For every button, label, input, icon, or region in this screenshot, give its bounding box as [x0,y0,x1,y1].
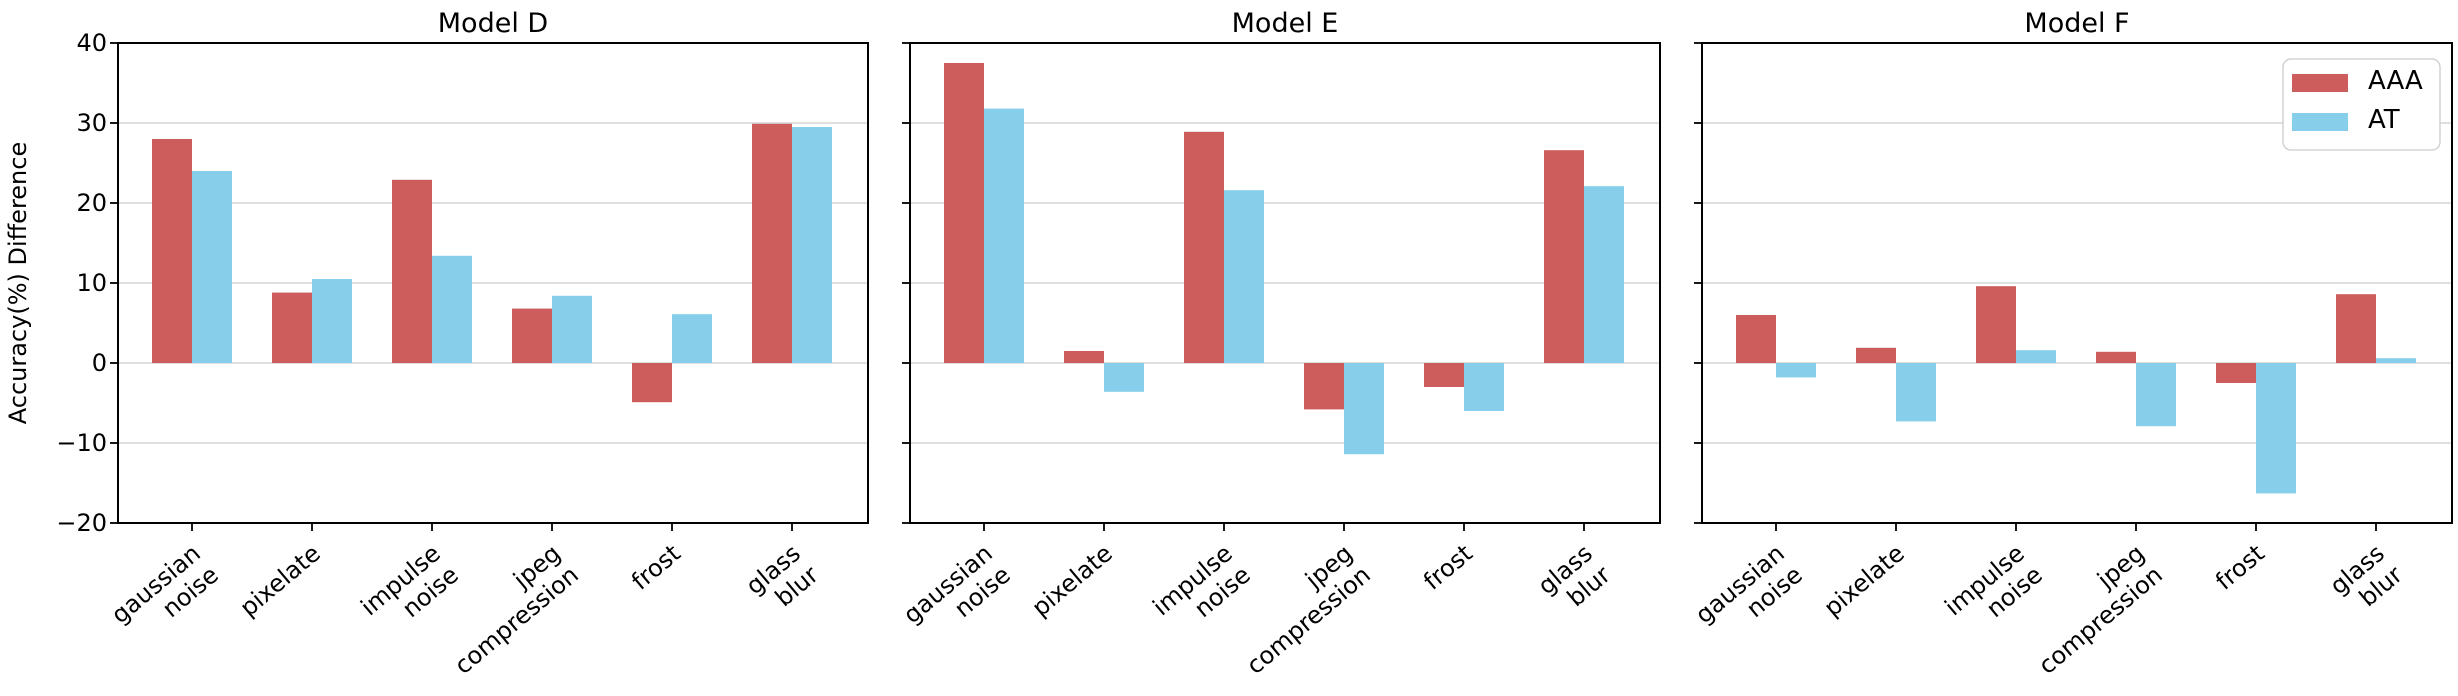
bar-model-f-impulse-noise-aaa [1976,286,2016,363]
bar-model-e-jpeg-compression-at [1344,363,1384,455]
x-tick-label-impulse-noise: impulsenoise [1940,539,2048,643]
bar-model-f-glass-blur-aaa [2336,294,2376,363]
panel-model-e: gaussiannoise pixelate impulsenoise jpegcom… [898,8,1661,680]
y-tick-label: 40 [76,29,107,57]
panel-title-model-f: Model F [2024,8,2129,39]
bar-model-d-impulse-noise-aaa [392,179,432,363]
bar-model-d-glass-blur-aaa [752,123,792,363]
bar-model-d-pixelate-aaa [272,292,312,363]
bar-model-d-frost-aaa [632,363,672,403]
y-tick-label: 10 [76,269,107,297]
y-tick-label: −20 [56,509,107,537]
x-tick-label-pixelate: pixelate [1819,539,1910,622]
bar-model-d-glass-blur-at [792,127,832,363]
bar-model-f-pixelate-at [1896,363,1936,422]
bar-model-e-jpeg-compression-aaa [1304,363,1344,410]
legend-label-at: AT [2368,105,2400,135]
bar-model-f-jpeg-compression-aaa [2096,351,2136,363]
x-tick-label-gaussian-noise: gaussiannoise [898,539,1016,651]
bar-model-d-jpeg-compression-at [552,295,592,363]
legend-swatch-at [2292,113,2348,131]
bar-model-d-jpeg-compression-aaa [512,308,552,363]
bar-model-f-impulse-noise-at [2016,350,2056,363]
x-tick-label-gaussian-noise: gaussiannoise [1690,539,1808,651]
bar-model-e-frost-aaa [1424,363,1464,387]
bar-model-f-pixelate-aaa [1856,347,1896,363]
bar-model-e-pixelate-at [1104,363,1144,392]
bar-model-d-frost-at [672,314,712,363]
bar-model-d-impulse-noise-at [432,255,472,363]
y-tick-label: 0 [92,349,107,377]
bar-model-e-glass-blur-at [1584,186,1624,363]
x-tick-label-impulse-noise: impulsenoise [1148,539,1256,643]
panel-title-model-e: Model E [1232,8,1339,39]
bar-model-d-pixelate-at [312,279,352,363]
x-tick-label-jpeg-compression: jpegcompression [2015,539,2168,680]
x-tick-label-pixelate: pixelate [1027,539,1118,622]
x-tick-label-glass-blur: glassblur [2325,539,2408,622]
bar-model-f-frost-at [2256,363,2296,494]
bar-model-f-glass-blur-at [2376,358,2416,363]
x-tick-label-jpeg-compression: jpegcompression [1223,539,1376,680]
legend: AAA AT [2282,58,2441,151]
x-tick-label-frost: frost [626,539,686,595]
bar-model-f-gaussian-noise-at [1776,363,1816,378]
bar-model-e-impulse-noise-aaa [1184,131,1224,363]
x-tick-label-jpeg-compression: jpegcompression [431,539,584,680]
y-axis-label: Accuracy(%) Difference [4,142,32,424]
y-tick-label: 30 [76,109,107,137]
panel-model-d: −20 −10 0 10 20 30 40 gaussiannoise pixelate impu… [56,8,869,680]
x-tick-label-glass-blur: glassblur [741,539,824,622]
x-tick-label-frost: frost [1418,539,1478,595]
bar-model-e-gaussian-noise-aaa [944,63,984,363]
bar-model-d-gaussian-noise-aaa [152,139,192,363]
bar-model-e-pixelate-aaa [1064,351,1104,363]
x-tick-label-impulse-noise: impulsenoise [356,539,464,643]
y-tick-label: 20 [76,189,107,217]
x-tick-label-gaussian-noise: gaussiannoise [106,539,224,651]
bar-model-e-gaussian-noise-at [984,108,1024,363]
bar-model-f-frost-aaa [2216,363,2256,383]
panel-title-model-d: Model D [438,8,548,39]
bar-model-e-glass-blur-aaa [1544,150,1584,363]
x-tick-label-pixelate: pixelate [235,539,326,622]
bar-model-f-gaussian-noise-aaa [1736,315,1776,363]
x-tick-label-frost: frost [2210,539,2270,595]
bar-model-e-impulse-noise-at [1224,190,1264,363]
legend-swatch-aaa [2292,74,2348,92]
bar-model-d-gaussian-noise-at [192,171,232,363]
y-tick-label: −10 [56,429,107,457]
bar-model-e-frost-at [1464,363,1504,411]
x-tick-label-glass-blur: glassblur [1533,539,1616,622]
legend-label-aaa: AAA [2368,66,2423,96]
bar-model-f-jpeg-compression-at [2136,363,2176,427]
